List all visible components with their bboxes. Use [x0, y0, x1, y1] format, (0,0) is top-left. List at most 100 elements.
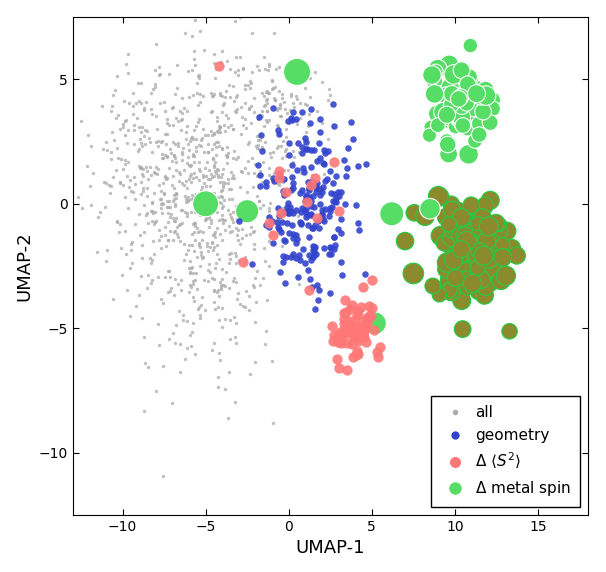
Point: [253, 161, 262, 170]
Point: [312, 157, 322, 166]
Point: [203, 266, 213, 275]
Point: [113, 144, 122, 153]
Point: [329, 232, 339, 241]
Point: [268, 238, 278, 247]
Point: [333, 225, 342, 234]
Point: [315, 200, 325, 209]
Point: [288, 158, 298, 167]
Point: [209, 89, 219, 98]
Point: [162, 174, 172, 183]
Point: [331, 172, 341, 181]
Point: [249, 107, 259, 116]
Point: [279, 97, 288, 106]
Point: [188, 135, 198, 144]
Point: [123, 50, 133, 59]
Point: [306, 104, 316, 113]
Point: [231, 214, 241, 224]
Point: [139, 132, 149, 141]
Point: [218, 177, 227, 186]
Point: [121, 249, 131, 259]
Point: [227, 167, 236, 176]
Point: [120, 130, 130, 139]
Point: [347, 339, 357, 348]
Point: [209, 161, 219, 170]
Point: [276, 166, 285, 176]
Point: [190, 193, 200, 202]
Point: [204, 147, 213, 156]
Point: [231, 93, 241, 102]
Point: [240, 98, 250, 107]
Point: [195, 206, 205, 215]
Point: [233, 225, 242, 235]
Point: [171, 320, 181, 329]
Point: [236, 166, 246, 175]
Point: [136, 78, 146, 88]
Point: [289, 252, 299, 261]
Point: [164, 235, 173, 244]
Point: [220, 281, 230, 290]
Point: [178, 109, 187, 118]
Point: [311, 221, 321, 230]
Point: [329, 233, 339, 242]
Point: [171, 230, 181, 239]
Point: [458, 71, 467, 80]
Point: [220, 178, 230, 187]
Point: [150, 168, 159, 177]
Point: [211, 142, 221, 151]
Point: [227, 214, 236, 224]
Point: [177, 150, 187, 159]
Point: [276, 111, 286, 120]
Point: [291, 254, 301, 263]
Point: [185, 256, 195, 265]
Point: [211, 150, 221, 160]
Point: [335, 191, 344, 200]
Point: [167, 283, 176, 292]
Point: [135, 209, 144, 219]
Point: [356, 303, 366, 312]
Point: [264, 171, 274, 180]
Point: [474, 262, 484, 271]
Point: [339, 308, 348, 317]
Point: [241, 230, 251, 239]
Point: [207, 345, 217, 355]
Point: [218, 215, 228, 224]
Point: [192, 208, 202, 217]
Point: [82, 161, 92, 170]
Point: [117, 271, 127, 280]
Point: [244, 305, 254, 314]
Point: [331, 197, 341, 206]
Point: [272, 179, 282, 188]
Point: [296, 189, 305, 198]
Point: [274, 62, 284, 71]
Point: [256, 136, 265, 145]
Point: [210, 304, 220, 313]
Point: [275, 169, 284, 178]
Point: [231, 259, 241, 268]
Point: [128, 88, 138, 97]
Point: [257, 178, 267, 187]
Point: [198, 133, 207, 142]
Point: [353, 219, 362, 228]
Point: [231, 318, 241, 327]
Point: [348, 353, 358, 362]
Point: [282, 219, 292, 228]
Point: [302, 192, 311, 201]
Point: [268, 173, 278, 182]
Point: [312, 178, 322, 188]
Point: [306, 162, 316, 172]
Point: [173, 138, 183, 148]
Point: [108, 295, 118, 304]
Point: [446, 255, 456, 264]
Point: [470, 203, 480, 212]
Point: [197, 182, 207, 192]
Point: [302, 221, 312, 230]
Point: [247, 67, 257, 77]
Point: [196, 200, 205, 209]
Point: [218, 46, 227, 55]
Point: [263, 66, 273, 75]
Point: [375, 342, 385, 351]
Point: [160, 230, 170, 239]
Point: [460, 232, 470, 241]
Point: [274, 166, 284, 175]
Point: [359, 333, 368, 342]
